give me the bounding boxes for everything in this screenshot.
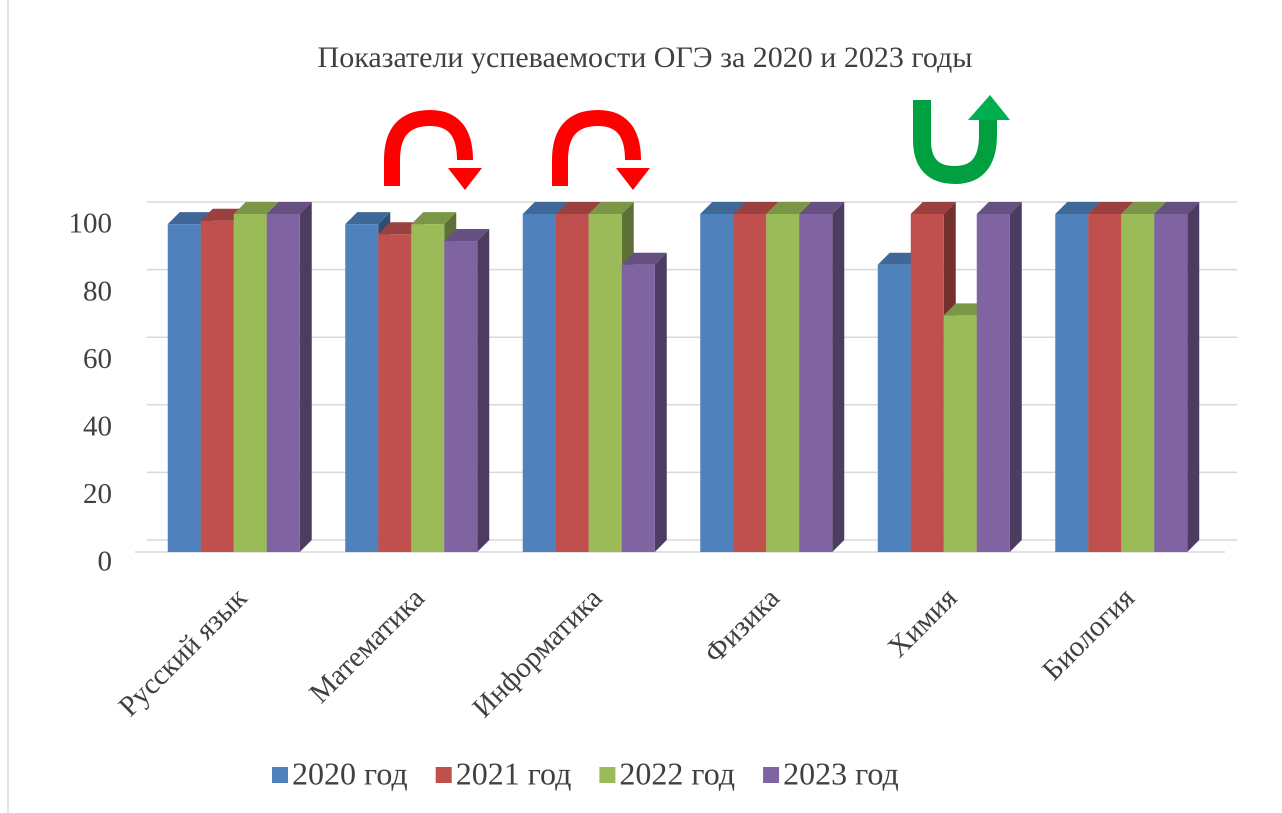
bar-top bbox=[411, 212, 457, 225]
bar-top bbox=[799, 202, 845, 214]
bar-top bbox=[910, 202, 956, 214]
bar bbox=[621, 264, 655, 552]
legend-label: 2022 год bbox=[619, 755, 735, 791]
bar bbox=[1088, 214, 1122, 552]
bar-top bbox=[1088, 202, 1134, 214]
bar-top bbox=[1121, 202, 1167, 214]
arrow-head bbox=[968, 95, 1010, 120]
y-tick-label: 0 bbox=[98, 546, 113, 578]
bar bbox=[522, 214, 556, 552]
down-arrow bbox=[552, 109, 641, 186]
bar-top bbox=[766, 202, 812, 214]
bar bbox=[910, 214, 944, 552]
y-tick-label: 60 bbox=[83, 343, 112, 375]
bar bbox=[167, 224, 201, 552]
legend-swatch bbox=[435, 767, 452, 783]
bar bbox=[799, 214, 833, 552]
legend-label: 2023 год bbox=[783, 755, 899, 791]
bar-top bbox=[588, 202, 634, 214]
bar-top bbox=[621, 252, 667, 265]
bar bbox=[411, 224, 445, 552]
bar-side bbox=[1187, 202, 1200, 552]
bar bbox=[378, 234, 412, 552]
down-arrow bbox=[384, 109, 473, 186]
bar bbox=[943, 315, 977, 552]
bar bbox=[266, 214, 300, 552]
bar bbox=[555, 214, 589, 552]
y-tick-label: 20 bbox=[83, 478, 112, 510]
legend-swatch bbox=[599, 767, 616, 783]
bar bbox=[444, 241, 478, 553]
bar-top bbox=[233, 202, 279, 214]
bar bbox=[877, 264, 911, 552]
bar bbox=[976, 214, 1010, 552]
arrow-head bbox=[448, 168, 482, 190]
bar bbox=[1055, 214, 1089, 552]
legend-label: 2021 год bbox=[456, 755, 572, 791]
bar-top bbox=[700, 202, 746, 214]
legend-swatch bbox=[272, 767, 288, 783]
bar-side bbox=[832, 202, 845, 552]
bar bbox=[588, 214, 622, 552]
bar-top bbox=[1055, 202, 1101, 214]
bar-top bbox=[1154, 202, 1200, 214]
bar-top bbox=[266, 202, 312, 214]
bar bbox=[766, 214, 800, 552]
bar-side bbox=[477, 229, 490, 553]
bar-top bbox=[733, 202, 779, 214]
bar bbox=[200, 220, 234, 552]
chart-title: Показатели успеваемости ОГЭ за 2020 и 20… bbox=[318, 41, 973, 74]
bar bbox=[233, 214, 267, 552]
x-tick-label: Русский язык bbox=[113, 581, 254, 722]
bar bbox=[700, 214, 734, 552]
trend-arrows bbox=[384, 95, 1010, 190]
y-tick-label: 80 bbox=[83, 275, 112, 307]
legend-swatch bbox=[763, 767, 780, 783]
bar bbox=[1121, 214, 1155, 552]
y-tick-label: 100 bbox=[69, 208, 113, 240]
bar-top bbox=[522, 202, 568, 214]
x-tick-label: Химия bbox=[882, 582, 964, 664]
x-tick-label: Информатика bbox=[466, 582, 608, 724]
x-tick-label: Физика bbox=[698, 582, 786, 670]
bar-top bbox=[555, 202, 601, 214]
bar-side bbox=[1009, 202, 1022, 552]
bar-top bbox=[345, 212, 391, 225]
arrow-head bbox=[616, 168, 650, 190]
bar-top bbox=[976, 202, 1022, 214]
y-tick-label: 40 bbox=[83, 410, 112, 442]
x-tick-label: Биология bbox=[1036, 582, 1141, 687]
x-tick-label: Математика bbox=[303, 582, 431, 710]
bar-side bbox=[654, 252, 667, 552]
legend-label: 2020 год bbox=[292, 755, 408, 791]
bar bbox=[1154, 214, 1188, 552]
bar-top bbox=[444, 229, 490, 242]
bar bbox=[733, 214, 767, 552]
up-arrow bbox=[913, 100, 997, 185]
bar-side bbox=[299, 202, 312, 552]
bar bbox=[345, 224, 379, 552]
